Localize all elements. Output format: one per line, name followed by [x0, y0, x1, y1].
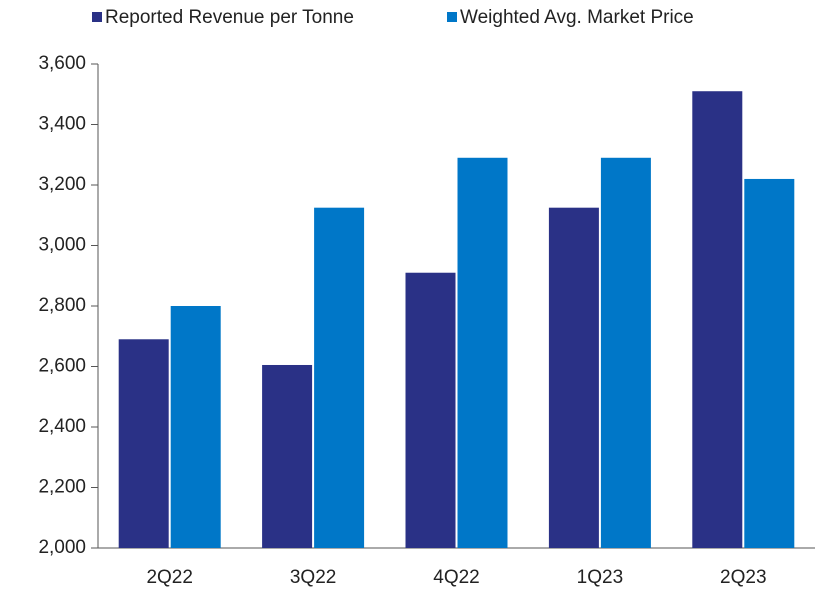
- y-tick-label: 2,600: [38, 356, 86, 377]
- x-tick-label: 4Q22: [433, 567, 479, 588]
- y-tick-label: 3,400: [38, 114, 86, 135]
- y-tick-label: 2,000: [38, 537, 86, 558]
- bar: [548, 207, 599, 548]
- y-tick-label: 2,800: [38, 295, 86, 316]
- bar: [118, 339, 169, 548]
- bar: [457, 157, 508, 548]
- legend-swatch: [92, 12, 102, 22]
- legend-label: Reported Revenue per Tonne: [105, 7, 354, 28]
- bar: [600, 157, 651, 548]
- legend-label: Weighted Avg. Market Price: [460, 7, 694, 28]
- x-tick-label: 2Q22: [146, 567, 192, 588]
- bar: [314, 207, 365, 548]
- y-tick-label: 2,200: [38, 477, 86, 498]
- y-tick-label: 3,600: [38, 53, 86, 74]
- x-tick-label: 3Q22: [290, 567, 336, 588]
- y-tick-label: 3,000: [38, 235, 86, 256]
- x-tick-label: 1Q23: [577, 567, 623, 588]
- bar: [405, 272, 456, 548]
- legend-swatch: [447, 12, 457, 22]
- bar: [262, 364, 313, 548]
- x-tick-label: 2Q23: [720, 567, 766, 588]
- bar: [692, 91, 743, 548]
- y-tick-label: 3,200: [38, 174, 86, 195]
- bar: [744, 178, 795, 548]
- bar: [170, 306, 221, 548]
- y-tick-label: 2,400: [38, 416, 86, 437]
